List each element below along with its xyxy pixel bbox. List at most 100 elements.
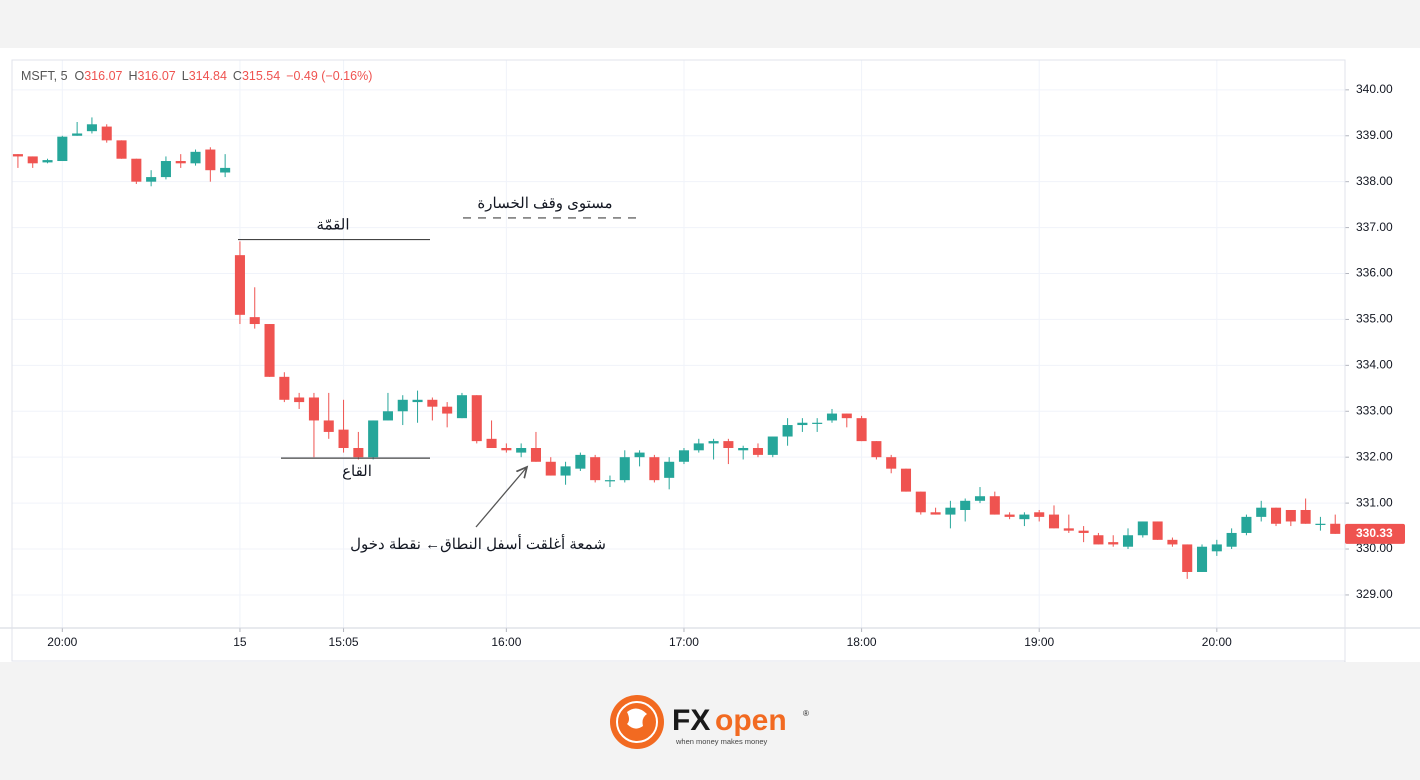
x-tick-label: 20:00: [1202, 635, 1232, 649]
candle-body: [1315, 523, 1326, 525]
candle-body: [871, 441, 882, 458]
logo-emblem-ring: [616, 701, 658, 743]
candle-body: [915, 491, 926, 513]
candle-body: [575, 454, 586, 469]
candle-body: [353, 448, 364, 458]
candle-body: [456, 395, 467, 419]
candle-body: [649, 457, 660, 481]
ohlc-key: O: [74, 69, 85, 83]
candle-body: [1330, 523, 1341, 534]
candle-body: [86, 124, 97, 132]
candle-body: [664, 461, 675, 478]
candle-body: [930, 512, 941, 515]
candle-body: [1241, 516, 1252, 533]
logo-registered: ®: [803, 709, 809, 718]
y-tick-label: 339.00: [1356, 128, 1393, 142]
candle-body: [797, 422, 808, 426]
candle-body: [738, 448, 749, 451]
candle-body: [1137, 521, 1148, 536]
candle-body: [501, 448, 512, 451]
candle-body: [678, 450, 690, 462]
candle-body: [1167, 539, 1178, 545]
candle-body: [1152, 521, 1163, 540]
x-tick-label: 17:00: [669, 635, 699, 649]
candle-body: [397, 399, 408, 412]
y-tick-label: 337.00: [1356, 220, 1393, 234]
candle-body: [338, 429, 349, 449]
logo: FX open ® when money makes money: [610, 695, 809, 749]
candle-body: [190, 151, 201, 164]
candle-body: [516, 448, 527, 453]
candle-body: [826, 413, 838, 421]
candle-body: [1019, 514, 1030, 520]
candle-body: [604, 480, 616, 482]
change: −0.49 (−0.16%): [286, 69, 373, 83]
candle-body: [1196, 546, 1208, 572]
y-tick-label: 334.00: [1356, 358, 1393, 372]
candle-body: [1300, 509, 1311, 524]
candle-body: [619, 457, 630, 481]
candle-body: [974, 496, 986, 501]
candle-body: [545, 461, 556, 476]
candle-body: [27, 156, 38, 164]
candle-body: [412, 399, 423, 403]
candle-body: [693, 443, 704, 451]
candle-body: [72, 133, 83, 136]
candle-body: [427, 399, 438, 407]
annotation-text: مستوى وقف الخسارة: [477, 195, 612, 212]
candle-body: [1270, 507, 1282, 524]
y-tick-label: 332.00: [1356, 449, 1393, 463]
logo-tagline: when money makes money: [675, 737, 768, 746]
candle-body: [1108, 542, 1119, 545]
logo-text: FX: [672, 704, 710, 737]
candle-body: [205, 149, 216, 171]
last-price-box: [1345, 523, 1405, 544]
x-tick-label: 20:00: [47, 635, 77, 649]
candle-body: [590, 457, 601, 481]
candle-body: [57, 136, 68, 162]
ohlc-key: C: [232, 69, 242, 83]
x-tick-label: 15:05: [329, 635, 359, 649]
y-tick-label: 330.00: [1356, 541, 1393, 555]
chart-header: MSFT, 5 O316.07 H316.07 L314.84 C315.54 −0.4…: [21, 69, 378, 83]
candle-body: [886, 457, 897, 469]
y-tick-label: 336.00: [1356, 266, 1393, 280]
candle-body: [308, 397, 319, 421]
candle-body: [146, 177, 157, 182]
candle-body: [1122, 535, 1134, 547]
candle-body: [12, 154, 23, 157]
annotation-text: شمعة أغلقت أسفل النطاق← نقطة دخول: [350, 534, 606, 553]
candle-body: [42, 160, 53, 163]
candle-body: [160, 161, 171, 178]
candle-body: [1063, 528, 1074, 531]
candle-body: [1004, 514, 1015, 517]
x-tick-label: 16:00: [491, 635, 521, 649]
logo-emblem-mark: [627, 708, 647, 729]
last-price-label: 330.33: [1356, 526, 1393, 540]
candle-body: [782, 425, 793, 437]
y-tick-label: 333.00: [1356, 403, 1393, 417]
y-tick-label: 340.00: [1356, 82, 1393, 96]
candle-body: [279, 376, 290, 400]
candle-body: [175, 161, 186, 164]
candle-body: [767, 436, 778, 455]
y-tick-label: 335.00: [1356, 312, 1393, 326]
candle-body: [856, 418, 867, 442]
candle-body: [1226, 532, 1237, 547]
candle-body: [960, 500, 971, 510]
candle-body: [1256, 507, 1267, 517]
candle-body: [752, 448, 764, 455]
candle-body: [945, 507, 956, 515]
candle-body: [1048, 514, 1060, 529]
candle-body: [471, 395, 482, 442]
candle-body: [234, 255, 245, 315]
candle-body: [560, 466, 571, 476]
plot: 329.00 330.00 331.00 332.00 333.00 334.00 335.…: [0, 59, 1420, 662]
candle-body: [264, 324, 275, 377]
ohlc-value: 314.84: [188, 69, 227, 83]
candle-body: [530, 448, 541, 462]
candle-body: [723, 441, 734, 449]
candle-body: [486, 438, 497, 449]
